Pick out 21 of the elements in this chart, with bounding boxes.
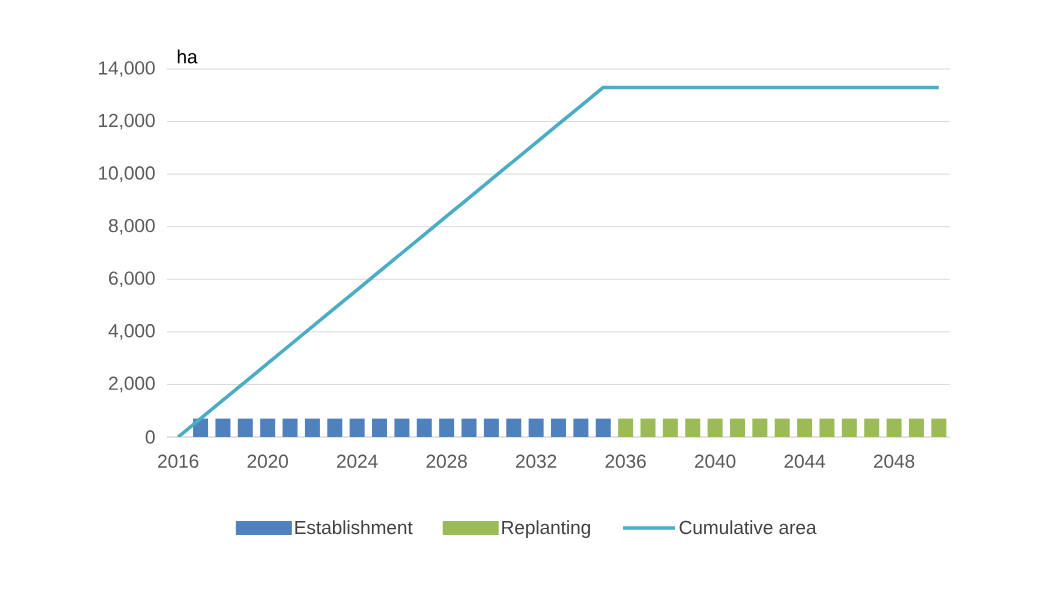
y-axis-title: ha — [177, 49, 198, 64]
x-tick-label: 2036 — [605, 454, 646, 468]
x-tick-label: 2048 — [873, 454, 915, 468]
legend-label: Cumulative area — [679, 520, 817, 535]
y-tick-label: 8,000 — [108, 218, 155, 235]
x-tick-label: 2020 — [247, 454, 288, 468]
x-tick-label: 2032 — [516, 454, 557, 468]
y-tick-label: 4,000 — [108, 324, 155, 340]
x-tick-label: 2044 — [784, 454, 826, 468]
x-tick-label: 2028 — [426, 454, 467, 468]
x-tick-label: 2016 — [158, 454, 199, 468]
x-tick-label: 2024 — [337, 454, 378, 468]
legend-label: Establishment — [295, 520, 413, 535]
y-tick-label: 10,000 — [99, 166, 155, 182]
y-tick-label: 2,000 — [109, 376, 155, 393]
y-tick-label: 12,000 — [99, 113, 155, 130]
x-tick-label: 2040 — [695, 454, 736, 468]
legend-label: Replanting — [502, 520, 590, 538]
y-tick-label: 14,000 — [99, 61, 155, 77]
y-tick-label: 0 — [145, 430, 155, 444]
y-tick-label: 6,000 — [109, 271, 155, 288]
